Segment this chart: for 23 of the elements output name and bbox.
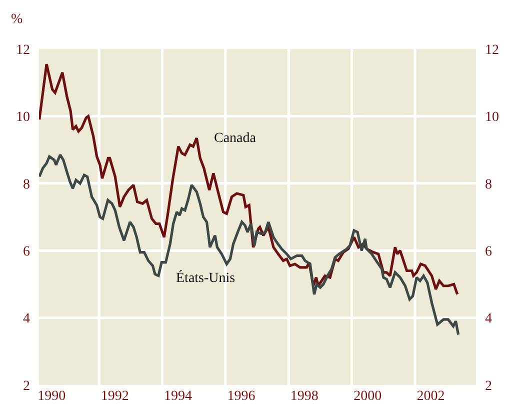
series-label: États-Unis xyxy=(176,269,236,286)
y2-tick-label: 10 xyxy=(485,110,499,126)
y-tick-label: 4 xyxy=(23,312,30,327)
y2-tick-label: 6 xyxy=(485,244,492,260)
line-series xyxy=(39,154,460,336)
y-axis-title: % xyxy=(11,12,23,27)
y2-tick-label: 12 xyxy=(485,42,499,58)
series-label: Canada xyxy=(214,131,257,146)
y-tick-label: 8 xyxy=(23,177,30,192)
y2-tick-label: 2 xyxy=(485,378,492,394)
x-tick-label: 2002 xyxy=(416,389,445,404)
x-tick-label: 2000 xyxy=(354,389,382,404)
x-tick-label: 1994 xyxy=(164,389,192,404)
x-tick-label: 1998 xyxy=(290,389,318,404)
y2-tick-label: 4 xyxy=(485,312,492,327)
y-tick-label: 2 xyxy=(23,378,30,394)
y-tick-label: 10 xyxy=(16,110,30,126)
y2-tick-label: 8 xyxy=(485,177,492,192)
x-tick-label: 1990 xyxy=(38,389,66,404)
x-tick-label: 1996 xyxy=(227,389,256,404)
y-tick-label: 12 xyxy=(16,42,30,58)
x-tick-label: 1992 xyxy=(100,389,129,404)
y-tick-label: 6 xyxy=(23,244,30,260)
